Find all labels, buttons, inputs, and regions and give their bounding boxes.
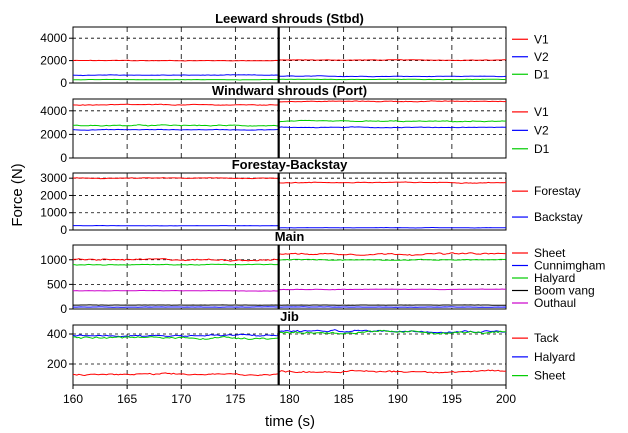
panel-title: Forestay-Backstay (232, 157, 348, 172)
legend-label: V1 (534, 105, 549, 119)
y-tick-label: 500 (47, 277, 67, 291)
y-tick-label: 0 (60, 76, 67, 90)
x-tick-label: 175 (225, 392, 245, 406)
legend-label: D1 (534, 142, 550, 156)
y-axis-label: Force (N) (9, 163, 26, 226)
legend-label: V1 (534, 32, 549, 46)
x-tick-label: 160 (63, 392, 83, 406)
x-tick-label: 180 (279, 392, 299, 406)
series-line (72, 100, 507, 106)
y-tick-label: 2000 (40, 127, 67, 141)
legend-label: Forestay (534, 184, 581, 198)
series-line (72, 329, 506, 340)
y-tick-label: 2000 (40, 188, 67, 202)
y-tick-label: 4000 (40, 31, 67, 45)
series-line (72, 59, 507, 62)
panel-title: Main (275, 229, 305, 244)
y-tick-label: 3000 (40, 171, 67, 185)
legend-label: D1 (534, 67, 550, 81)
panel-title: Windward shrouds (Port) (212, 83, 367, 98)
legend-label: Cunnimgham (534, 259, 605, 273)
panel-1: Leeward shrouds (Stbd) 0 2000 4000 V1 V2 D1 (40, 11, 549, 90)
y-tick-label: 1000 (40, 253, 67, 267)
x-tick-label: 195 (442, 392, 462, 406)
series-line (72, 74, 507, 78)
series-line (72, 126, 506, 131)
panel-5: Jib 200 400 Tack Halyard Sheet 160 165 170 175 180… (47, 309, 575, 406)
panel-2: Windward shrouds (Port) 0 2000 4000 V1 V2 D1 (40, 83, 549, 165)
series-line (72, 306, 507, 308)
series-line (72, 329, 507, 338)
series-line (73, 224, 506, 229)
legend-label: Outhaul (534, 296, 576, 310)
series-line (72, 258, 507, 266)
y-tick-label: 200 (47, 357, 67, 371)
x-tick-label: 170 (171, 392, 191, 406)
x-tick-label: 190 (388, 392, 408, 406)
legend-label: Sheet (534, 246, 566, 260)
x-tick-label: 200 (496, 392, 516, 406)
y-tick-label: 4000 (40, 104, 67, 118)
legend-label: Backstay (534, 210, 583, 224)
y-tick-label: 0 (60, 151, 67, 165)
panel-title: Leeward shrouds (Stbd) (215, 11, 364, 26)
y-tick-label: 400 (47, 327, 67, 341)
x-axis-label: time (s) (265, 413, 315, 430)
series-line (73, 288, 507, 292)
series-line (72, 252, 506, 262)
legend-label: Halyard (534, 350, 575, 364)
y-tick-label: 0 (60, 302, 67, 316)
x-tick-label: 165 (117, 392, 137, 406)
legend-label: Boom vang (534, 284, 595, 298)
legend-label: Tack (534, 331, 560, 345)
y-tick-label: 0 (60, 223, 67, 237)
x-tick-label: 185 (334, 392, 354, 406)
y-tick-label: 1000 (40, 206, 67, 220)
legend-label: V2 (534, 50, 549, 64)
legend-label: Sheet (534, 369, 566, 383)
series-line (72, 369, 507, 377)
series-line (73, 177, 507, 184)
legend-label: V2 (534, 123, 549, 137)
series-line (72, 119, 507, 127)
panel-3: Forestay-Backstay 0 1000 2000 3000 Forestay Ba… (40, 157, 582, 237)
panel-title: Jib (280, 309, 299, 324)
legend-label: Halyard (534, 271, 575, 285)
y-tick-label: 2000 (40, 54, 67, 68)
series-line (72, 78, 507, 81)
